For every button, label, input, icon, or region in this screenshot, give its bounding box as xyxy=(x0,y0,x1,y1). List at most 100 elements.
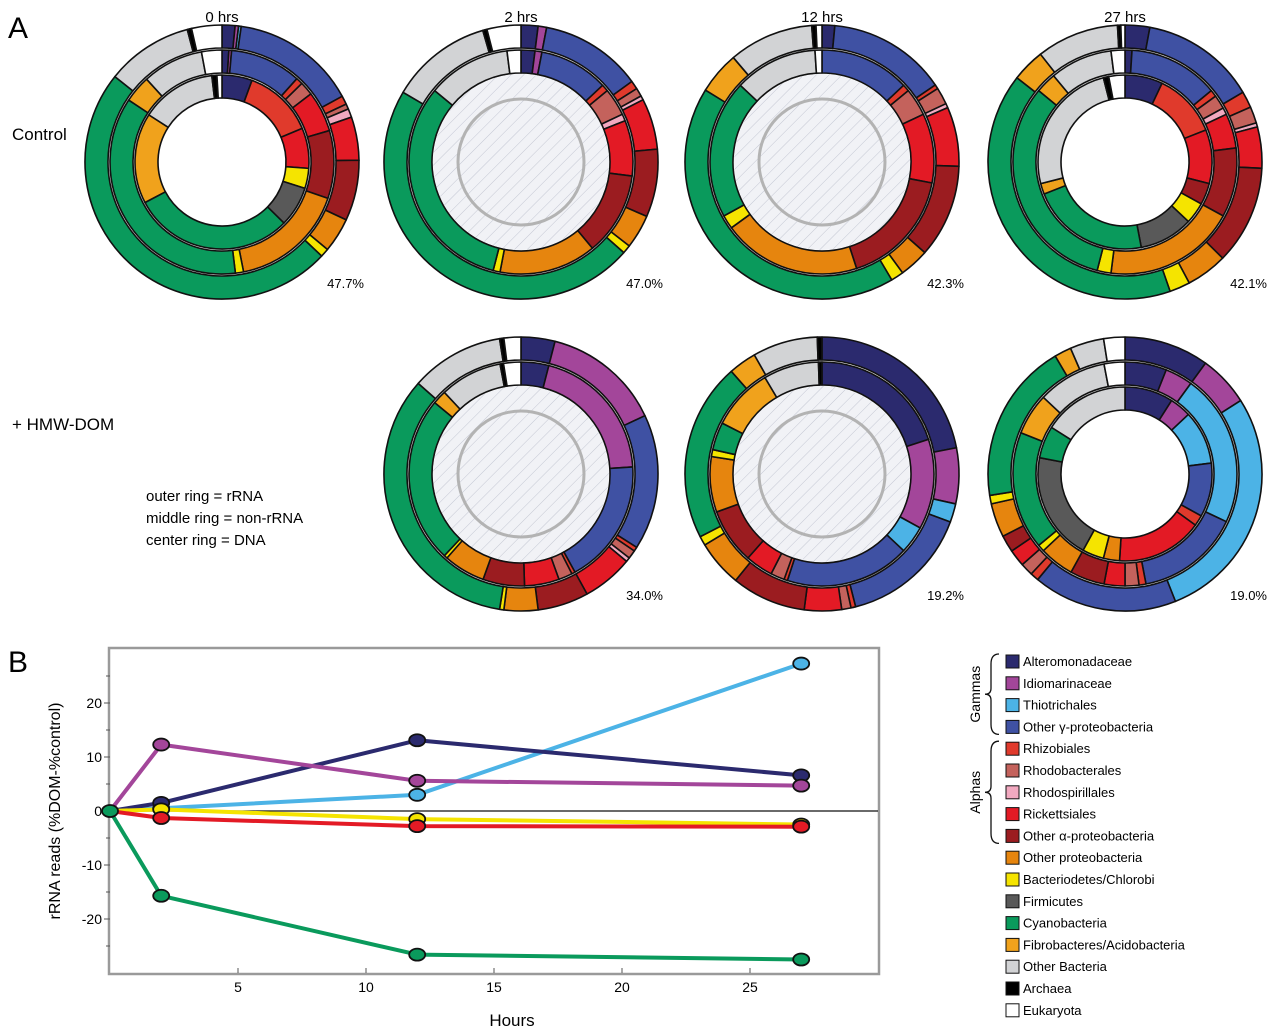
data-point-thiotrichales xyxy=(792,656,811,671)
legend-swatch xyxy=(1005,894,1020,909)
legend-label: Alteromonadaceae xyxy=(1023,654,1132,669)
ring-segment-rRNA-idiomarinaceae xyxy=(932,446,960,505)
time-label-0: 0 hrs xyxy=(205,9,238,26)
legend-label: Firmicutes xyxy=(1023,894,1083,909)
y-tick-label: 0 xyxy=(94,803,102,819)
data-point-thiotrichales xyxy=(408,787,427,802)
legend-swatch xyxy=(1005,959,1020,974)
data-point-rickettsiales xyxy=(408,819,427,834)
ring-segment-rRNA-eukaryota xyxy=(503,336,522,362)
legend-swatch xyxy=(1005,828,1020,843)
ring-segment-non-rRNA-eukaryota xyxy=(200,49,223,76)
cyanobacteria-percent-label: 19.2% xyxy=(927,588,964,603)
legend-group-label: Gammas xyxy=(967,666,983,723)
legend-label: Other proteobacteria xyxy=(1023,850,1143,865)
time-label-2: 12 hrs xyxy=(801,9,843,26)
legend-swatch xyxy=(1005,937,1020,952)
dna-placeholder-ring xyxy=(757,409,887,539)
legend-group-brace xyxy=(984,740,1000,845)
legend-swatch xyxy=(1005,676,1020,691)
data-point-alteromonadaceae xyxy=(408,733,427,748)
ring-segment-non-rRNA-eukaryota xyxy=(1103,361,1126,388)
legend-item-rhodobacterales: Rhodobacterales xyxy=(1005,763,1122,778)
legend-item-idiomarinaceae: Idiomarinaceae xyxy=(1005,676,1112,691)
legend-swatch xyxy=(1005,698,1020,713)
ring-segment-DNA-other_bacteria xyxy=(1050,386,1126,441)
data-point-cyanobacteria xyxy=(792,952,811,967)
cyanobacteria-percent-label: 42.3% xyxy=(927,276,964,291)
x-tick-label: 10 xyxy=(358,979,374,995)
data-point-origin xyxy=(101,804,119,818)
legend-item-fibrobacteres: Fibrobacteres/Acidobacteria xyxy=(1005,937,1186,952)
legend-swatch xyxy=(1005,981,1020,996)
legend-swatch xyxy=(1005,807,1020,822)
dna-placeholder-ring xyxy=(456,409,586,539)
line-chart: 5 10 15 20 25 -20 -10 0 10 20 xyxy=(82,656,878,995)
donut-control-12hrs: 42.3% xyxy=(684,24,964,300)
legend-item-rickettsiales: Rickettsiales xyxy=(1005,807,1096,822)
ring-segment-rRNA-rickettsiales xyxy=(1234,126,1263,170)
ring-segment-rRNA-eukaryota xyxy=(190,24,223,52)
row-label-control: Control xyxy=(12,125,67,144)
ring-segment-rRNA-rickettsiales xyxy=(803,586,843,612)
series-line-cyanobacteria xyxy=(108,809,802,962)
legend-swatch xyxy=(1005,763,1020,778)
legend-label: Rhodospirillales xyxy=(1023,785,1115,800)
legend-label: Other γ-proteobacteria xyxy=(1023,719,1154,734)
legend-label: Thiotrichales xyxy=(1023,698,1097,713)
legend-swatch xyxy=(1005,850,1020,865)
series-line-idiomarinaceae xyxy=(108,742,802,813)
data-point-cyanobacteria xyxy=(408,947,427,962)
legend-label: Bacteriodetes/Chlorobi xyxy=(1023,872,1155,887)
legend-label: Archaea xyxy=(1023,981,1072,996)
ring-segment-non-rRNA-other_alpha xyxy=(305,129,335,200)
legend-label: Fibrobacteres/Acidobacteria xyxy=(1023,937,1186,952)
data-point-rickettsiales xyxy=(152,811,171,825)
cyanobacteria-percent-label: 47.7% xyxy=(327,276,364,291)
time-label-3: 27 hrs xyxy=(1104,9,1146,26)
legend-group-gammas: Gammas xyxy=(967,653,1000,736)
legend-item-cyanobacteria: Cyanobacteria xyxy=(1005,916,1108,931)
cyanobacteria-percent-label: 19.0% xyxy=(1230,588,1267,603)
donut-hmw-27hrs: 19.0% xyxy=(987,336,1267,612)
legend-item-firmicutes: Firmicutes xyxy=(1005,894,1083,909)
legend-label: Other α-proteobacteria xyxy=(1023,828,1155,843)
panel-label-b: B xyxy=(8,646,28,679)
legend-label: Rickettsiales xyxy=(1023,807,1096,822)
ring-segment-DNA-rickettsiales xyxy=(1183,129,1213,185)
y-tick-label: -20 xyxy=(82,911,102,927)
ring-segment-DNA-eukaryota xyxy=(1107,74,1126,100)
cyanobacteria-percent-label: 47.0% xyxy=(626,276,663,291)
legend-item-other_alpha: Other α-proteobacteria xyxy=(1005,828,1155,843)
y-tick-label: -10 xyxy=(82,857,102,873)
legend-swatch xyxy=(1005,741,1020,756)
data-point-cyanobacteria xyxy=(152,888,171,903)
series-line-bacteroidetes xyxy=(109,807,802,827)
ring-segment-rRNA-other_proteo xyxy=(503,586,539,612)
legend-swatch xyxy=(1005,785,1020,800)
ring-segment-rRNA-eukaryota xyxy=(486,24,522,53)
line-chart-ylabel: rRNA reads (%DOM-%control) xyxy=(47,703,64,920)
ring-key-line-2: center ring = DNA xyxy=(146,532,266,549)
legend-item-rhodospirillales: Rhodospirillales xyxy=(1005,785,1115,800)
series-line-alteromonadaceae xyxy=(109,738,802,813)
donut-hmw-12hrs: 19.2% xyxy=(684,336,964,612)
y-tick-label: 20 xyxy=(86,695,102,711)
legend-item-eukaryota: Eukaryota xyxy=(1005,1003,1082,1018)
data-point-rickettsiales xyxy=(792,819,811,834)
donut-charts: 47.7% 47.0% 42.3% 42.1% 34.0% 19.2% 19.0% xyxy=(84,24,1267,612)
cyanobacteria-percent-label: 42.1% xyxy=(1230,276,1267,291)
ring-segment-DNA-eukaryota xyxy=(216,74,223,99)
legend-swatch xyxy=(1005,1003,1020,1018)
ring-segment-non-rRNA-rhodobacterales xyxy=(1124,561,1140,587)
legend-item-rhizobiales: Rhizobiales xyxy=(1005,741,1091,756)
ring-segment-non-rRNA-eukaryota xyxy=(502,361,522,387)
legend-item-other_bacteria: Other Bacteria xyxy=(1005,959,1108,974)
ring-segment-non-rRNA-eukaryota xyxy=(1110,49,1126,75)
ring-segment-rRNA-archaea xyxy=(816,336,823,361)
x-tick-label: 15 xyxy=(486,979,502,995)
legend-item-archaea: Archaea xyxy=(1005,981,1072,996)
x-tick-label: 25 xyxy=(742,979,758,995)
panel-label-a: A xyxy=(8,12,28,45)
